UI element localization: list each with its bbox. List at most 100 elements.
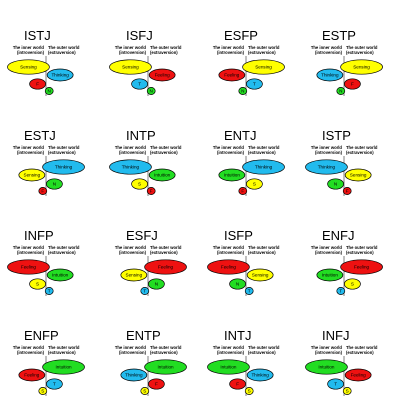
type-diagram-infp: INFP The inner world(introversion)The out… <box>7 228 80 296</box>
function-label: Feeling <box>158 265 174 270</box>
function-thinking-outer: T <box>246 78 263 90</box>
function-oval <box>340 259 383 275</box>
inner-world-sublabel: (introversion) <box>17 250 45 255</box>
function-label: T <box>334 382 337 387</box>
function-sensing-outer: S <box>244 387 254 395</box>
function-intuition-inner: N <box>229 278 246 290</box>
function-oval <box>218 68 246 82</box>
outer-world-sublabel: (extraversion) <box>48 50 76 55</box>
function-oval <box>140 287 150 295</box>
function-thinking-inner: T <box>336 287 346 295</box>
function-intuition-outer: N <box>148 278 165 290</box>
function-sensing-outer: Sensing <box>246 268 274 282</box>
function-label: S <box>41 389 44 394</box>
function-label: N <box>339 89 342 94</box>
function-oval <box>29 78 46 90</box>
function-oval <box>340 59 383 75</box>
function-thinking-inner: Thinking <box>120 368 148 382</box>
function-oval <box>246 178 263 190</box>
function-oval <box>131 78 148 90</box>
function-intuition-outer: N <box>44 87 54 95</box>
function-label: Feeling <box>221 265 237 270</box>
outer-world-sublabel: (extraversion) <box>48 150 76 155</box>
inner-world-label: The inner world <box>115 245 147 250</box>
function-oval <box>336 87 346 95</box>
inner-world-sublabel: (introversion) <box>17 50 45 55</box>
function-label: Intuition <box>220 365 237 370</box>
function-label: Feeling <box>351 373 367 378</box>
function-label: F <box>346 189 349 194</box>
function-intuition-inner: Intuition <box>305 359 348 375</box>
function-intuition-inner: Intuition <box>207 359 250 375</box>
inner-world-label: The inner world <box>311 245 343 250</box>
function-oval <box>148 378 165 390</box>
inner-world-label: The inner world <box>311 145 343 150</box>
outer-world-label: The outer world <box>248 145 280 150</box>
function-feeling-inner: Feeling <box>18 368 46 382</box>
function-label: Thinking <box>321 73 339 78</box>
type-title: ISFJ <box>126 28 153 43</box>
function-oval <box>316 268 344 282</box>
function-label: Sensing <box>122 65 139 70</box>
type-diagram-intj: INTJ The inner world(introversion)The out… <box>207 328 280 396</box>
function-intuition-outer: N <box>146 87 156 95</box>
function-feeling-inner: Feeling <box>218 68 246 82</box>
type-diagram-estp: ESTP The inner world(introversion)The out… <box>311 28 383 96</box>
type-title: ENTP <box>126 328 161 343</box>
type-diagram-isfj: ISFJ The inner world(introversion)The out… <box>109 28 182 96</box>
function-label: T <box>53 382 56 387</box>
function-thinking-outer: T <box>244 287 254 295</box>
function-label: Intuition <box>318 365 335 370</box>
inner-world-label: The inner world <box>13 45 45 50</box>
function-oval <box>246 368 274 382</box>
inner-world-label: The inner world <box>213 145 245 150</box>
function-feeling-outer: F <box>146 187 156 195</box>
function-oval <box>148 168 176 182</box>
function-oval <box>344 168 372 182</box>
outer-world-label: The outer world <box>248 45 280 50</box>
type-diagram-enfj: ENFJ The inner world(introversion)The out… <box>311 228 383 296</box>
function-sensing-inner: Sensing <box>109 59 152 75</box>
outer-world-label: The outer world <box>48 245 80 250</box>
function-label: F <box>236 382 239 387</box>
function-label: N <box>334 182 337 187</box>
function-feeling-outer: F <box>344 78 361 90</box>
function-feeling-inner: F <box>238 187 248 195</box>
function-oval <box>46 378 63 390</box>
inner-world-label: The inner world <box>213 245 245 250</box>
function-thinking-inner: T <box>327 378 344 390</box>
function-oval <box>344 78 361 90</box>
inner-world-sublabel: (introversion) <box>217 50 245 55</box>
function-sensing-outer: S <box>342 387 352 395</box>
function-oval <box>46 68 74 82</box>
function-feeling-inner: Feeling <box>207 259 250 275</box>
function-label: Sensing <box>252 273 269 278</box>
type-diagram-esfp: ESFP The inner world(introversion)The out… <box>213 28 285 96</box>
function-label: N <box>241 89 244 94</box>
outer-world-sublabel: (extraversion) <box>248 150 276 155</box>
function-oval <box>44 87 54 95</box>
function-oval <box>148 278 165 290</box>
function-oval <box>246 78 263 90</box>
function-feeling-inner: F <box>229 378 246 390</box>
function-label: N <box>48 89 51 94</box>
inner-world-label: The inner world <box>115 345 147 350</box>
function-feeling-outer: Feeling <box>344 368 372 382</box>
function-label: S <box>36 282 39 287</box>
inner-world-sublabel: (introversion) <box>119 150 147 155</box>
outer-world-sublabel: (extraversion) <box>248 50 276 55</box>
function-label: F <box>155 382 158 387</box>
function-oval <box>244 287 254 295</box>
type-diagram-istp: ISTP The inner world(introversion)The out… <box>305 128 378 196</box>
type-title: ISTP <box>322 128 351 143</box>
function-intuition-inner: N <box>238 87 248 95</box>
type-diagram-esfj: ESFJ The inner world(introversion)The out… <box>115 228 187 296</box>
function-sensing-outer: Sensing <box>340 59 383 75</box>
function-oval <box>246 268 274 282</box>
function-label: N <box>236 282 239 287</box>
function-sensing-outer: Sensing <box>344 168 372 182</box>
function-oval <box>146 187 156 195</box>
function-feeling-outer: F <box>342 187 352 195</box>
inner-world-label: The inner world <box>13 145 45 150</box>
type-title: INTJ <box>224 328 251 343</box>
